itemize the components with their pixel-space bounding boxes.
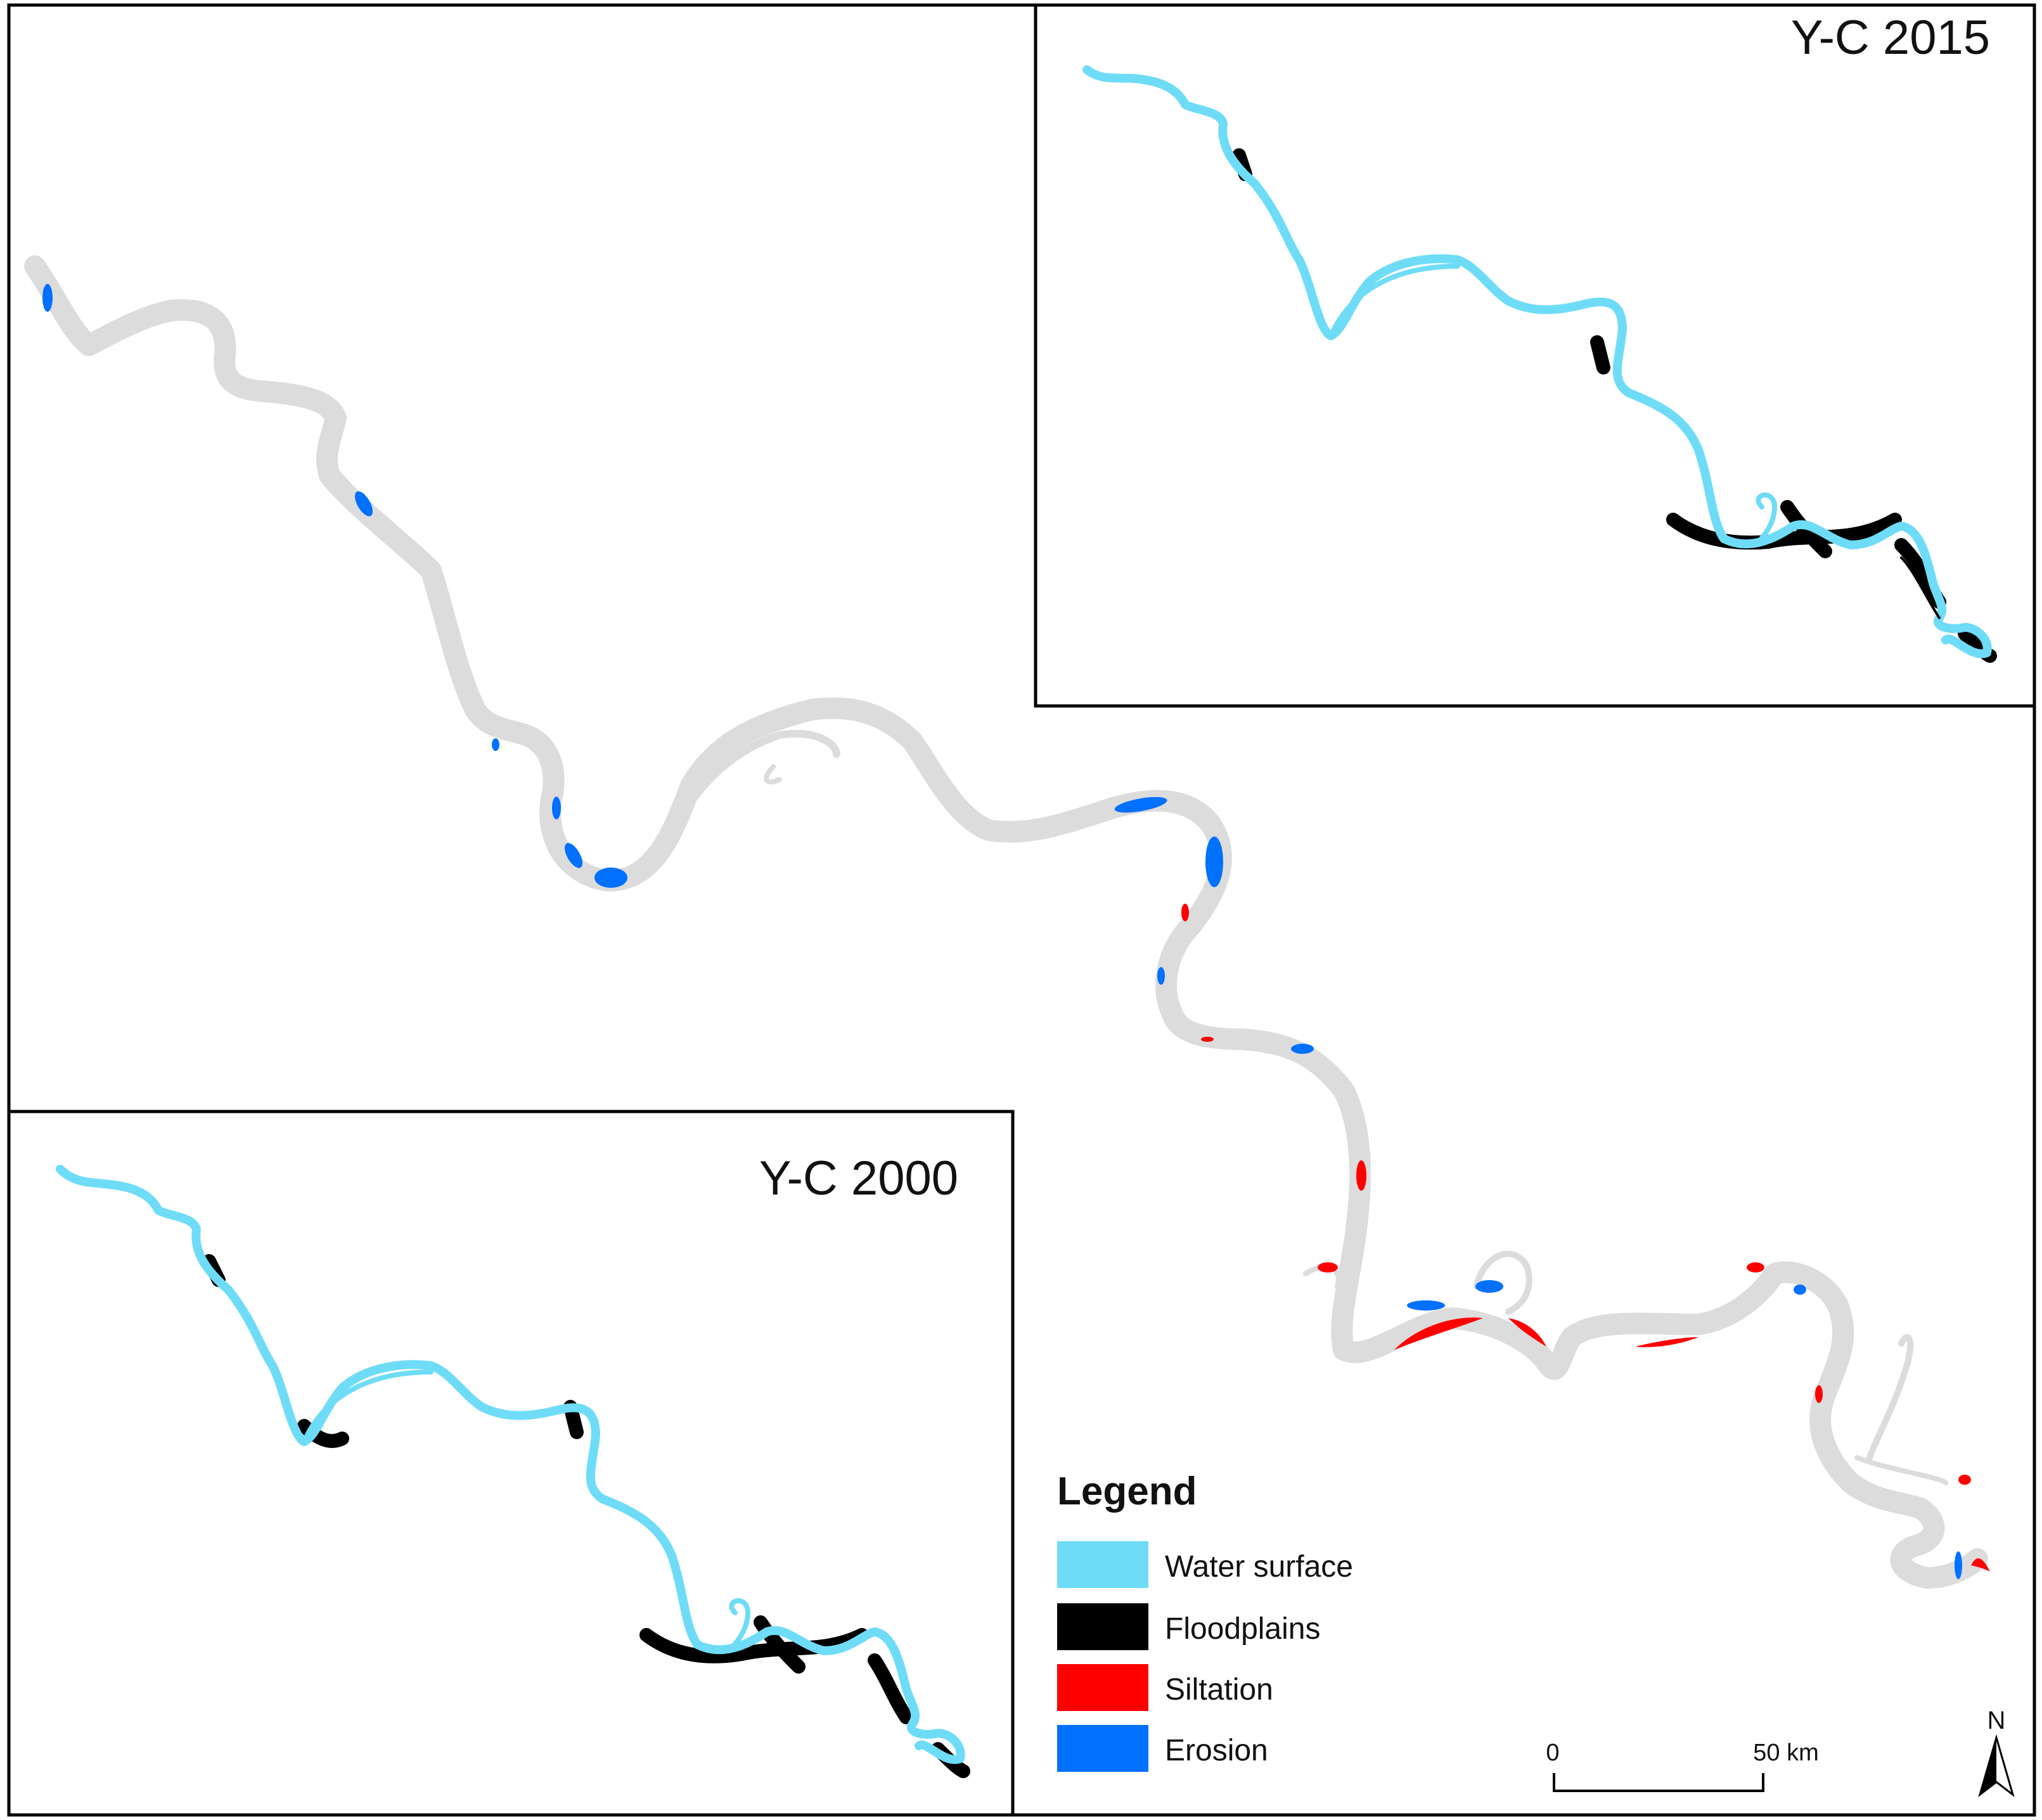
inset-2000-river [56,1165,965,1764]
legend-label-water-surface: Water surface [1165,1550,1353,1584]
inset-2000-frame [7,1110,1015,1817]
main-erosion-patches [42,284,1962,1579]
legend-swatch-erosion [1057,1725,1148,1772]
legend-label-floodplains: Floodplains [1165,1612,1320,1646]
legend-swatch-siltation [1057,1664,1148,1711]
inset-2000-title: Y-C 2000 [759,1151,958,1205]
scale-bar-line [1553,1773,1764,1792]
legend: Legend Water surface Floodplains Siltati… [1057,1470,1353,1772]
legend-item-water-surface: Water surface [1057,1541,1353,1588]
north-arrow: N [1978,1707,2015,1797]
legend-item-floodplains: Floodplains [1057,1603,1320,1650]
legend-swatch-floodplains [1057,1603,1148,1650]
scale-bar-end-label: 50 km [1753,1740,1818,1766]
legend-label-erosion: Erosion [1165,1734,1268,1767]
main-siltation-patches [1181,904,1990,1572]
north-arrow-label: N [1987,1707,2006,1734]
inset-yc-2000: Y-C 2000 [7,1110,1015,1817]
inset-2015-title: Y-C 2015 [1791,11,1990,65]
legend-swatch-water-surface [1057,1541,1148,1588]
legend-item-siltation: Siltation [1057,1664,1273,1711]
inset-yc-2015: Y-C 2015 [1034,3,2036,708]
legend-label-siltation: Siltation [1165,1673,1273,1707]
legend-title: Legend [1057,1470,1197,1513]
scale-bar: 0 50 km [1546,1740,1819,1792]
legend-item-erosion: Erosion [1057,1725,1268,1772]
scale-bar-start-label: 0 [1546,1740,1559,1766]
inset-2015-frame [1034,3,2036,708]
inset-2015-river [1082,65,1992,658]
